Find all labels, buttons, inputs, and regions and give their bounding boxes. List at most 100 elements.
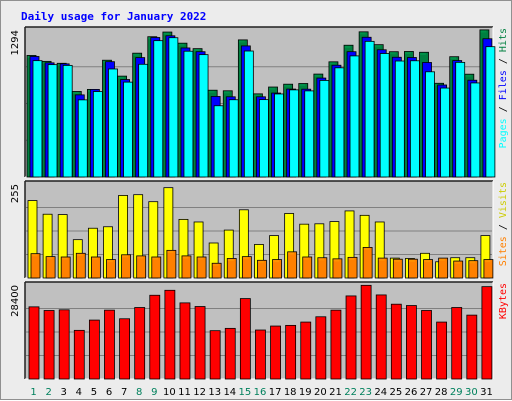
hits-pages-bar-day-2: [47, 64, 58, 178]
hits-pages-bar-day-29: [455, 61, 466, 178]
kbytes-kbytes-bar-day-2: [43, 310, 55, 380]
hits-pages-bar-day-9: [153, 40, 164, 178]
x-tick-label-day-13: 13: [208, 387, 221, 398]
hits-pages-bar-day-3: [62, 65, 73, 178]
x-tick-label-day-16: 16: [254, 387, 267, 398]
x-tick-label-day-29: 29: [450, 387, 463, 398]
kbytes-kbytes-bar-day-19: [300, 321, 312, 380]
x-tick-label-day-9: 9: [151, 387, 157, 398]
visits-sites-bar-day-15: [241, 256, 252, 279]
x-tick-label-day-5: 5: [91, 387, 97, 398]
x-tick-label-day-31: 31: [480, 387, 493, 398]
kbytes-kbytes-bar-day-13: [209, 330, 221, 380]
kbytes-kbytes-bar-day-24: [375, 294, 387, 380]
visits-sites-bar-day-5: [90, 256, 101, 279]
visits-sites-bar-day-9: [151, 256, 162, 279]
x-tick-label-day-22: 22: [344, 387, 357, 398]
hits-pages-bar-day-25: [394, 60, 405, 178]
kbytes-kbytes-bar-day-29: [451, 307, 463, 380]
visits-sites-bar-day-21: [332, 258, 343, 279]
hits-pages-bar-day-30: [470, 82, 481, 178]
chart-title: Daily usage for January 2022: [21, 10, 206, 23]
visits-sites-bar-day-13: [211, 262, 222, 279]
panel-visits-legend: Sites / Visits: [498, 182, 509, 266]
visits-sites-bar-day-14: [226, 258, 237, 279]
kbytes-kbytes-bar-day-28: [436, 321, 448, 380]
panel-kbytes-ymax-label: 28400: [10, 285, 21, 317]
kbytes-kbytes-bar-day-21: [330, 309, 342, 380]
visits-sites-bar-day-7: [121, 254, 131, 279]
kbytes-kbytes-bar-day-26: [406, 305, 417, 380]
visits-sites-bar-day-19: [302, 256, 313, 279]
x-tick-label-day-23: 23: [359, 387, 372, 398]
x-tick-label-day-19: 19: [299, 387, 312, 398]
hits-pages-bar-day-18: [289, 89, 300, 178]
kbytes-kbytes-bar-day-9: [149, 294, 161, 380]
hits-pages-bar-day-11: [183, 50, 194, 178]
kbytes-kbytes-bar-day-25: [390, 303, 402, 380]
hits-pages-bar-day-17: [274, 93, 284, 178]
visits-sites-bar-day-27: [423, 259, 433, 279]
x-tick-label-day-10: 10: [163, 387, 176, 398]
hits-pages-bar-day-22: [349, 55, 360, 178]
hits-pages-bar-day-6: [108, 68, 118, 178]
x-tick-label-day-20: 20: [314, 387, 327, 398]
kbytes-kbytes-bar-day-17: [270, 325, 281, 380]
x-tick-label-day-1: 1: [30, 387, 36, 398]
legend-files: Files: [498, 70, 509, 100]
legend-visits: Visits: [498, 182, 509, 218]
panel-hits-legend-separator: /: [498, 52, 509, 70]
x-tick-label-day-27: 27: [420, 387, 433, 398]
kbytes-kbytes-bar-day-22: [345, 295, 357, 380]
kbytes-kbytes-bar-day-10: [164, 289, 176, 380]
visits-sites-bar-day-16: [257, 259, 267, 279]
kbytes-kbytes-bar-day-11: [179, 302, 191, 380]
visits-sites-bar-day-1: [30, 253, 41, 279]
kbytes-kbytes-bar-day-4: [73, 329, 85, 380]
kbytes-kbytes-bar-day-31: [481, 286, 493, 380]
x-tick-label-day-7: 7: [121, 387, 127, 398]
kbytes-kbytes-bar-day-5: [88, 319, 100, 380]
visits-sites-bar-day-25: [392, 258, 403, 279]
x-tick-label-day-14: 14: [223, 387, 236, 398]
legend-sites: Sites: [498, 236, 509, 266]
visits-sites-bar-day-17: [272, 259, 282, 279]
visits-sites-bar-day-8: [136, 255, 147, 279]
panel-hits-legend-separator: /: [498, 100, 509, 118]
kbytes-kbytes-bar-day-8: [134, 307, 146, 380]
visits-sites-bar-day-4: [75, 252, 86, 279]
legend-hits: Hits: [498, 28, 509, 52]
visits-sites-bar-day-3: [60, 256, 71, 279]
hits-pages-bar-day-23: [364, 40, 375, 178]
visits-sites-bar-day-11: [181, 255, 192, 279]
kbytes-kbytes-bar-day-23: [360, 284, 372, 380]
visits-sites-bar-day-18: [287, 251, 298, 279]
hits-pages-bar-day-24: [379, 53, 390, 178]
kbytes-kbytes-bar-day-3: [58, 309, 70, 380]
x-tick-label-day-6: 6: [106, 387, 112, 398]
visits-sites-bar-day-23: [362, 247, 373, 279]
kbytes-kbytes-bar-day-6: [104, 309, 115, 380]
hits-pages-bar-day-1: [32, 60, 43, 178]
visits-sites-bar-day-29: [453, 260, 464, 279]
hits-pages-bar-day-7: [123, 81, 133, 178]
visits-sites-bar-day-22: [347, 256, 358, 279]
x-tick-label-day-3: 3: [61, 387, 67, 398]
kbytes-kbytes-bar-day-15: [239, 298, 251, 380]
hits-pages-bar-day-14: [228, 99, 239, 178]
x-tick-label-day-12: 12: [193, 387, 206, 398]
kbytes-kbytes-bar-day-30: [466, 314, 478, 380]
panel-kbytes-legend: KBytes: [498, 283, 509, 319]
hits-pages-bar-day-15: [243, 50, 254, 178]
hits-pages-bar-day-19: [304, 90, 315, 178]
panel-hits-ymax-label: 1294: [10, 30, 21, 55]
x-tick-label-day-2: 2: [45, 387, 51, 398]
x-tick-label-day-24: 24: [374, 387, 387, 398]
visits-sites-bar-day-10: [166, 249, 177, 279]
x-tick-label-day-28: 28: [435, 387, 448, 398]
hits-pages-bar-day-20: [319, 80, 330, 178]
legend-pages: Pages: [498, 118, 509, 148]
hits-pages-bar-day-4: [77, 99, 88, 178]
hits-pages-bar-day-26: [410, 60, 420, 178]
x-tick-label-day-8: 8: [136, 387, 142, 398]
